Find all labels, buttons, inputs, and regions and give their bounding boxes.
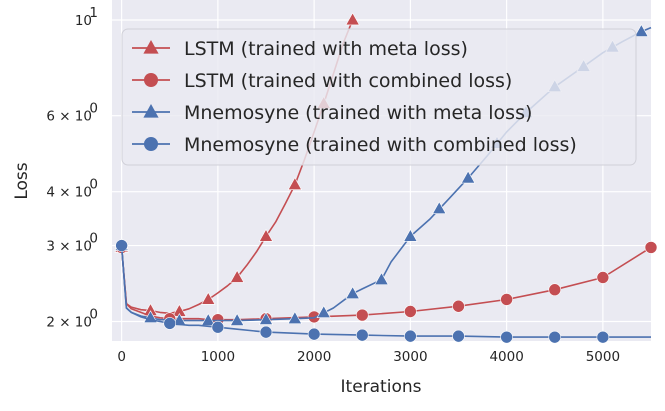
y-tick-exponent: 1: [89, 5, 98, 21]
data-point-triangle: [316, 305, 331, 319]
data-point-circle: [355, 308, 369, 322]
data-point-triangle: [287, 177, 303, 190]
data-point-triangle: [634, 23, 649, 37]
y-tick-exponent: 0: [89, 231, 98, 247]
data-point-circle: [596, 330, 610, 344]
data-point-circle: [548, 330, 562, 344]
y-tick-mantissa: 3 × 10: [46, 239, 92, 255]
data-point-triangle: [403, 228, 418, 242]
y-tick-mantissa: 4 × 10: [46, 185, 92, 201]
data-point-triangle: [172, 312, 187, 326]
series-1: [115, 241, 658, 326]
data-point-circle: [163, 317, 177, 330]
legend-entry: Mnemosyne (trained with combined loss): [132, 134, 577, 156]
data-point-triangle: [345, 12, 360, 26]
legend-marker-triangle: [143, 40, 159, 54]
y-axis-label: Loss: [12, 162, 32, 199]
legend-label: LSTM (trained with meta loss): [184, 38, 468, 60]
legend-marker-circle: [144, 73, 158, 87]
y-tick-label: 03 × 10: [46, 231, 98, 255]
data-point-triangle: [229, 312, 245, 326]
data-point-triangle: [287, 311, 303, 324]
x-tick-label: 5000: [586, 349, 620, 365]
legend-entry: Mnemosyne (trained with meta loss): [132, 102, 532, 124]
data-point-triangle: [460, 170, 476, 184]
legend-label: Mnemosyne (trained with combined loss): [184, 134, 577, 156]
data-point-circle: [307, 327, 321, 341]
data-point-circle: [259, 325, 273, 339]
x-tick-label: 1000: [201, 349, 235, 365]
x-axis: 0 1000 2000 3000 4000 5000: [117, 349, 620, 365]
y-tick-mantissa: 10: [75, 13, 92, 29]
data-point-triangle: [432, 201, 447, 215]
x-tick-label: 4000: [489, 349, 523, 365]
legend-marker-circle: [144, 137, 158, 151]
x-tick-label: 0: [117, 349, 126, 365]
x-tick-label: 2000: [297, 349, 331, 365]
x-axis-label: Iterations: [341, 377, 422, 397]
data-point-circle: [115, 239, 128, 252]
y-tick-exponent: 0: [89, 101, 98, 117]
y-tick-label: 04 × 10: [46, 177, 98, 201]
data-point-triangle: [345, 286, 360, 299]
data-point-circle: [452, 299, 465, 313]
legend-entry: LSTM (trained with combined loss): [132, 70, 512, 92]
y-tick-label: 110: [75, 5, 98, 29]
y-tick-mantissa: 2 × 10: [46, 315, 92, 331]
data-point-circle: [644, 241, 658, 254]
y-tick-label: 02 × 10: [46, 307, 98, 331]
data-point-triangle: [258, 228, 274, 242]
data-point-triangle: [229, 269, 245, 283]
data-point-triangle: [201, 291, 216, 305]
data-point-circle: [500, 293, 513, 306]
data-point-circle: [211, 320, 225, 334]
data-point-circle: [404, 329, 417, 343]
legend: LSTM (trained with meta loss) LSTM (train…: [121, 28, 637, 166]
legend-marker-triangle: [143, 104, 159, 118]
data-point-circle: [596, 271, 610, 284]
data-point-circle: [452, 329, 465, 343]
data-point-circle: [500, 330, 513, 344]
data-point-triangle: [374, 272, 389, 285]
data-point-triangle: [258, 312, 274, 325]
series-3: [115, 239, 651, 344]
legend-box: [121, 28, 637, 166]
legend-label: Mnemosyne (trained with meta loss): [184, 102, 532, 124]
y-tick-exponent: 0: [89, 307, 98, 323]
data-point-triangle: [201, 312, 216, 326]
y-tick-exponent: 0: [89, 177, 98, 193]
data-point-circle: [355, 328, 369, 342]
data-point-circle: [548, 283, 562, 297]
x-tick-label: 3000: [393, 349, 427, 365]
y-tick-mantissa: 6 × 10: [46, 109, 92, 125]
data-point-circle: [404, 305, 417, 318]
legend-label: LSTM (trained with combined loss): [184, 70, 512, 92]
legend-entry: LSTM (trained with meta loss): [132, 38, 468, 60]
y-tick-label: 06 × 10: [46, 101, 98, 125]
